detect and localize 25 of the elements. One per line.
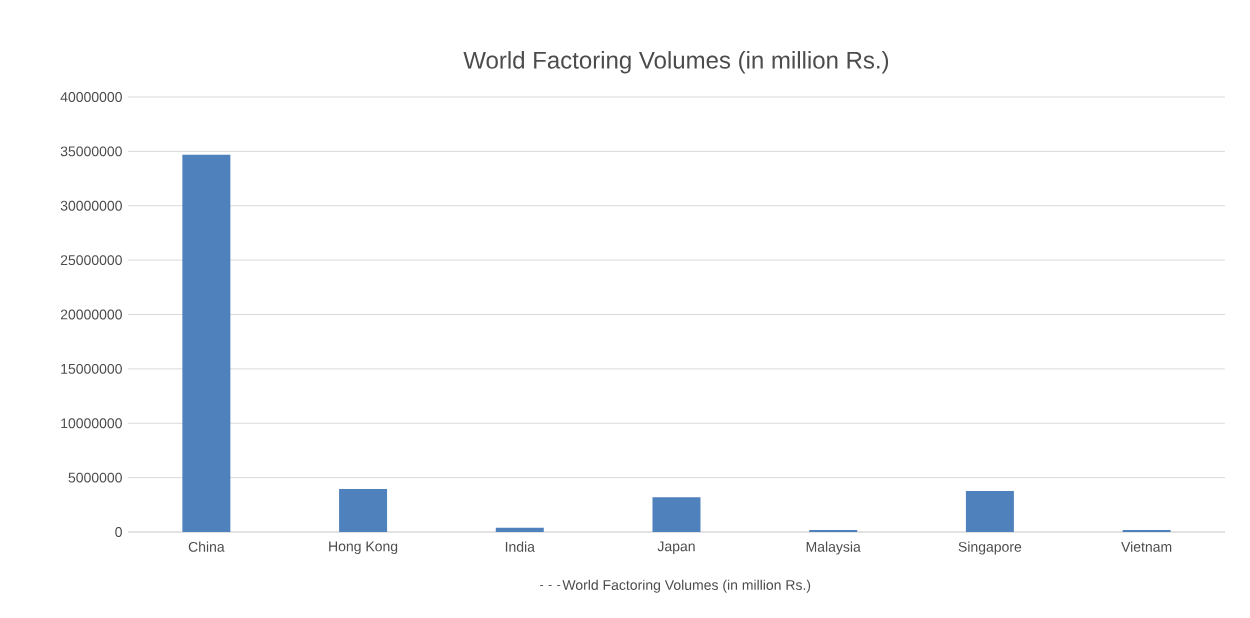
y-tick-label: 25000000 — [60, 255, 122, 266]
x-tick-label: Hong Kong — [329, 541, 398, 555]
y-tick-label: 5000000 — [68, 472, 122, 483]
x-tick-label: Vietnam — [1121, 541, 1172, 552]
bar — [652, 497, 701, 532]
x-tick-label: China — [188, 541, 225, 552]
y-tick-label: 20000000 — [60, 309, 122, 320]
bar — [339, 489, 388, 532]
bar — [495, 527, 544, 532]
x-tick-label: India — [505, 541, 535, 552]
bar — [182, 154, 231, 532]
x-tick-label: Malaysia — [806, 541, 861, 555]
y-tick-label: 30000000 — [60, 200, 122, 211]
y-tick-label: 35000000 — [60, 146, 122, 157]
bar — [965, 491, 1014, 532]
x-tick-label: Japan — [657, 541, 695, 555]
chart-title: World Factoring Volumes (in million Rs.) — [463, 51, 889, 74]
y-tick-label: 40000000 — [60, 92, 122, 102]
y-tick-label: 0 — [115, 527, 122, 537]
x-tick-label: Singapore — [958, 541, 1022, 555]
bar — [1122, 529, 1171, 532]
bar — [809, 529, 858, 532]
y-tick-label: 10000000 — [61, 418, 122, 429]
y-tick-label: 15000000 — [61, 363, 122, 374]
text: World Factoring Volumes (in million Rs.) — [562, 579, 811, 593]
